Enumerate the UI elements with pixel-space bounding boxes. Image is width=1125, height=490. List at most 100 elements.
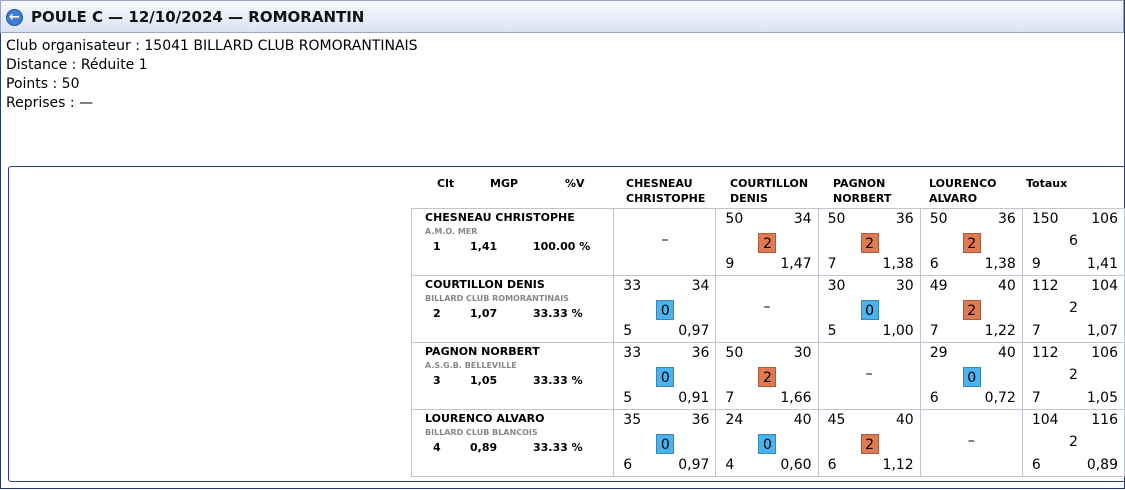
match-result-cell[interactable]: 33 36 0 5 0,91 [613,342,717,410]
player-name: LOURENCO ALVARO [425,412,545,425]
player-clt: 1 [433,240,441,253]
match-result-cell[interactable]: 24 40 0 4 0,60 [715,409,819,477]
total-moyenne: 1,41 [1086,256,1118,272]
header-player-3: PAGNON NORBERT [833,177,892,205]
match-points-badge: 0 [656,434,675,454]
match-opp-points: 36 [998,211,1016,227]
match-moyenne: 1,00 [882,323,914,339]
player-pct: 33.33 % [533,441,583,454]
match-result-cell[interactable]: 33 34 0 5 0,97 [613,275,717,343]
total-reprises: 7 [1031,323,1041,339]
totals-cell: 150 106 6 9 1,41 [1021,208,1125,276]
points: Points : 50 [6,76,80,92]
match-points: 29 [929,345,948,361]
match-result-cell[interactable]: 30 30 0 5 1,00 [817,275,921,343]
total-match-points: 2 [1068,434,1078,450]
self-match-cell: – [919,409,1023,477]
total-moyenne: 1,05 [1086,390,1118,406]
match-result-cell[interactable]: 50 36 2 6 1,38 [919,208,1023,276]
match-points: 50 [929,211,948,227]
match-points-badge: 2 [962,300,981,320]
total-points: 104 [1031,412,1059,428]
match-opp-points: 30 [895,278,914,294]
match-points: 33 [623,278,642,294]
match-points: 33 [623,345,642,361]
header-player-4: LOURENCO ALVARO [929,177,997,205]
header-clt: Clt [437,177,455,190]
match-opp-points: 30 [793,345,812,361]
total-reprises: 7 [1031,390,1041,406]
match-points: 30 [827,278,846,294]
match-moyenne: 1,12 [882,457,914,473]
totals-cell: 104 116 2 6 0,89 [1021,409,1125,477]
back-arrow-icon[interactable]: ← [6,9,23,26]
player-clt: 4 [433,441,441,454]
match-result-cell[interactable]: 50 30 2 7 1,66 [715,342,819,410]
match-opp-points: 40 [998,278,1016,294]
match-reprises: 5 [827,323,837,339]
player-mgp: 1,41 [470,240,498,253]
match-reprises: 6 [827,457,837,473]
header-mgp: MGP [490,177,519,190]
match-result-cell[interactable]: 50 36 2 7 1,38 [817,208,921,276]
player-mgp: 1,07 [470,307,498,320]
match-opp-points: 40 [998,345,1016,361]
match-result-cell[interactable]: 45 40 2 6 1,12 [817,409,921,477]
table-row: CHESNEAU CHRISTOPHE A.M.O. MER 1 1,41 100.00… [410,208,1125,276]
match-opp-points: 40 [793,412,812,428]
match-points: 50 [725,345,744,361]
player-mgp: 0,89 [470,441,498,454]
player-pct: 33.33 % [533,374,583,387]
match-reprises: 6 [623,457,633,473]
match-opp-points: 34 [691,278,710,294]
total-moyenne: 0,89 [1086,457,1118,473]
header-pctv: %V [565,177,585,190]
totals-cell: 112 106 2 7 1,05 [1021,342,1125,410]
club-organisateur: Club organisateur : 15041 BILLARD CLUB R… [6,38,418,54]
match-points-badge: 2 [860,233,879,253]
match-result-cell[interactable]: 35 36 0 6 0,97 [613,409,717,477]
title-bar: ← POULE C — 12/10/2024 — ROMORANTIN [0,0,1124,33]
table-row: COURTILLON DENIS BILLARD CLUB ROMORANTINA… [410,275,1125,343]
player-cell: COURTILLON DENIS BILLARD CLUB ROMORANTINA… [410,275,615,343]
match-opp-points: 40 [895,412,914,428]
results-grid: CHESNEAU CHRISTOPHE A.M.O. MER 1 1,41 100.00… [410,208,1125,477]
match-opp-points: 36 [691,345,710,361]
player-club: BILLARD CLUB BLANCOIS [425,428,538,437]
player-cell: PAGNON NORBERT A.S.G.B. BELLEVILLE 3 1,05 33… [410,342,615,410]
player-name: PAGNON NORBERT [425,345,540,358]
match-reprises: 6 [929,390,939,406]
poule-info: Club organisateur : 15041 BILLARD CLUB R… [6,37,418,113]
match-reprises: 7 [827,256,837,272]
match-points: 24 [725,412,744,428]
match-result-cell[interactable]: 50 34 2 9 1,47 [715,208,819,276]
match-result-cell[interactable]: 49 40 2 7 1,22 [919,275,1023,343]
match-points-badge: 0 [860,300,879,320]
header-player-1: CHESNEAU CHRISTOPHE [626,177,706,205]
match-points: 50 [827,211,846,227]
match-moyenne: 1,38 [882,256,914,272]
match-points: 49 [929,278,948,294]
page-title: POULE C — 12/10/2024 — ROMORANTIN [31,8,365,26]
match-result-cell[interactable]: 29 40 0 6 0,72 [919,342,1023,410]
match-points-badge: 2 [758,367,777,387]
self-dash: – [865,366,873,382]
header-player-2: COURTILLON DENIS [730,177,809,205]
self-dash: – [967,433,975,449]
distance: Distance : Réduite 1 [6,57,148,73]
match-reprises: 9 [725,256,735,272]
match-moyenne: 0,97 [678,457,710,473]
match-moyenne: 1,47 [780,256,812,272]
total-opp-points: 104 [1091,278,1118,294]
match-points: 35 [623,412,642,428]
player-clt: 2 [433,307,441,320]
total-points: 112 [1031,278,1059,294]
self-dash: – [661,232,669,248]
self-dash: – [763,299,771,315]
self-match-cell: – [613,208,717,276]
player-club: A.S.G.B. BELLEVILLE [425,361,517,370]
player-pct: 100.00 % [533,240,591,253]
results-panel [8,166,1125,482]
self-match-cell: – [715,275,819,343]
total-match-points: 2 [1068,367,1078,383]
